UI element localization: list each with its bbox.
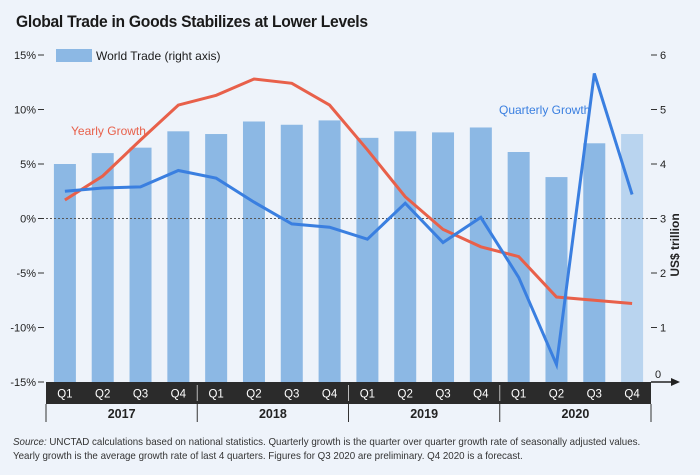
quarter-label: Q4 (473, 389, 489, 401)
right-tick-label: 3 (660, 214, 666, 226)
left-axis: 15% 10% 5% 0% -5% -10% -15% (10, 50, 44, 389)
year-label: 2020 (561, 407, 589, 421)
year-label: 2019 (410, 407, 438, 421)
quarter-label: Q2 (549, 389, 564, 401)
bar-2020-q1 (507, 152, 530, 382)
quarter-label: Q1 (360, 389, 375, 401)
bar-2018-q1 (205, 134, 228, 382)
quarter-label: Q3 (587, 389, 602, 401)
source-note: Source: UNCTAD calculations based on nat… (13, 435, 645, 463)
right-tick-label: 0 (655, 369, 661, 381)
x-axis: Q1 Q2 Q3 Q4 Q1 Q2 Q3 Q4 Q1 Q2 Q3 Q4 Q1 Q2 Q3 Q4 2017 2018… (45, 382, 652, 422)
source-text: UNCTAD calculations based on national st… (13, 436, 641, 462)
chart-title: Global Trade in Goods Stabilizes at Lowe… (16, 12, 368, 31)
quarter-label: Q3 (133, 389, 148, 401)
bar-2017-q4 (167, 131, 190, 382)
bar-2019-q4 (469, 127, 492, 382)
left-tick-label: -10% (10, 323, 36, 335)
bar-2019-q3 (432, 132, 455, 382)
left-tick-label: -5% (16, 268, 36, 280)
line-yearly-growth (64, 77, 633, 305)
quarter-label: Q3 (284, 389, 299, 401)
legend-swatch (56, 49, 92, 62)
right-tick-label: 1 (660, 323, 666, 335)
source-label: Source: (13, 436, 47, 448)
bar-2019-q2 (394, 131, 417, 382)
arrow-icon (671, 378, 680, 386)
annotation-quarterly-growth: Quarterly Growth (499, 103, 590, 117)
annotation-yearly-growth: Yearly Growth (71, 124, 146, 138)
quarter-label: Q1 (57, 389, 72, 401)
bar-2020-q3 (583, 143, 606, 382)
bar-2018-q4 (318, 120, 341, 383)
quarter-label: Q4 (171, 389, 187, 401)
quarter-label: Q2 (398, 389, 413, 401)
left-tick-label: 10% (14, 105, 36, 117)
right-axis-label: US$ trillion (668, 213, 682, 276)
left-tick-label: 0% (20, 214, 36, 226)
right-tick-label: 6 (660, 50, 666, 62)
year-label: 2018 (259, 407, 287, 421)
quarter-label: Q1 (208, 389, 223, 401)
bar-2017-q2 (91, 153, 114, 382)
lines-group (64, 73, 634, 371)
bars-group (53, 120, 644, 383)
quarter-label: Q1 (511, 389, 526, 401)
bar-2017-q3 (129, 147, 152, 382)
line-quarterly-growth (64, 73, 634, 371)
left-tick-label: -15% (10, 377, 36, 389)
bar-2018-q3 (280, 124, 303, 382)
legend: World Trade (right axis) (56, 49, 220, 63)
right-axis: 6 5 4 3 2 1 0 (651, 50, 680, 386)
quarter-label: Q2 (246, 389, 261, 401)
right-tick-label: 4 (660, 159, 666, 171)
left-tick-label: 5% (20, 159, 36, 171)
bar-2020-q4 (621, 134, 644, 382)
bar-2019-q1 (356, 137, 379, 382)
quarter-label: Q3 (435, 389, 450, 401)
year-label: 2017 (108, 407, 136, 421)
bar-2020-q2 (545, 177, 568, 382)
quarter-label: Q4 (624, 389, 640, 401)
quarter-label: Q2 (95, 389, 110, 401)
quarter-label: Q4 (322, 389, 338, 401)
right-tick-label: 2 (660, 268, 666, 280)
bar-2018-q2 (242, 121, 265, 383)
right-tick-label: 5 (660, 105, 666, 117)
left-tick-label: 15% (14, 50, 36, 62)
legend-label: World Trade (right axis) (96, 49, 220, 63)
